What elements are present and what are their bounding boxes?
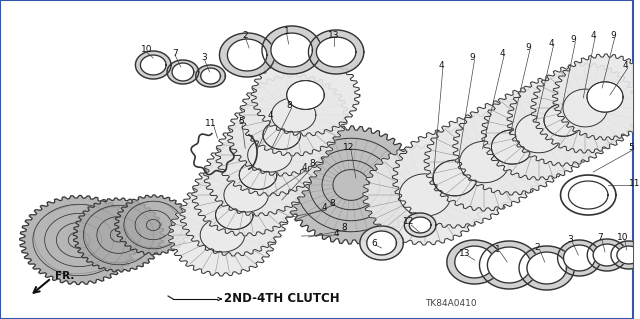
Polygon shape <box>227 94 336 176</box>
Polygon shape <box>424 113 545 211</box>
Polygon shape <box>367 231 396 255</box>
Polygon shape <box>201 68 220 84</box>
Text: 9: 9 <box>610 31 616 40</box>
Text: 8: 8 <box>330 198 335 207</box>
Polygon shape <box>479 241 539 289</box>
Polygon shape <box>563 89 607 127</box>
Text: 4: 4 <box>321 204 327 212</box>
Text: 12: 12 <box>403 218 414 226</box>
Polygon shape <box>168 194 277 276</box>
Polygon shape <box>140 55 166 75</box>
Polygon shape <box>507 74 620 166</box>
Text: 4: 4 <box>499 48 505 57</box>
Text: 3: 3 <box>568 235 573 244</box>
Polygon shape <box>287 81 324 109</box>
Polygon shape <box>433 160 477 196</box>
Text: 13: 13 <box>328 31 340 40</box>
Text: 4: 4 <box>333 228 339 238</box>
Text: 12: 12 <box>343 144 355 152</box>
Text: 4: 4 <box>267 112 273 121</box>
Text: 1: 1 <box>495 246 501 255</box>
Polygon shape <box>239 74 348 156</box>
Polygon shape <box>227 39 267 71</box>
Polygon shape <box>447 240 502 284</box>
Polygon shape <box>216 201 253 229</box>
Polygon shape <box>20 196 138 285</box>
Polygon shape <box>409 217 431 233</box>
Polygon shape <box>587 82 623 112</box>
Polygon shape <box>220 33 275 77</box>
Polygon shape <box>488 247 531 283</box>
Text: 10: 10 <box>141 46 152 55</box>
Polygon shape <box>251 54 360 136</box>
Polygon shape <box>519 246 574 290</box>
Polygon shape <box>527 252 566 284</box>
Text: 5: 5 <box>628 144 634 152</box>
Polygon shape <box>531 63 639 153</box>
Text: 11: 11 <box>205 118 216 128</box>
Polygon shape <box>73 198 164 272</box>
Polygon shape <box>360 226 403 260</box>
Polygon shape <box>492 130 532 164</box>
Polygon shape <box>167 60 198 84</box>
Polygon shape <box>239 160 277 189</box>
Text: 7: 7 <box>597 234 603 242</box>
Polygon shape <box>180 174 289 256</box>
Text: 10: 10 <box>617 234 628 242</box>
Text: 8: 8 <box>341 224 347 233</box>
Polygon shape <box>617 246 640 264</box>
Polygon shape <box>392 128 517 228</box>
Text: 8: 8 <box>310 159 316 167</box>
Text: 3: 3 <box>202 54 207 63</box>
Polygon shape <box>404 213 436 237</box>
Polygon shape <box>544 104 583 136</box>
Polygon shape <box>611 241 640 269</box>
Polygon shape <box>248 138 292 172</box>
Polygon shape <box>557 240 601 276</box>
Polygon shape <box>271 98 316 132</box>
Text: 4: 4 <box>623 62 628 70</box>
Text: 13: 13 <box>459 249 470 257</box>
Text: 4: 4 <box>301 164 307 173</box>
Text: 2: 2 <box>243 31 248 40</box>
Polygon shape <box>172 63 194 81</box>
Polygon shape <box>460 141 509 183</box>
Text: 7: 7 <box>172 48 178 57</box>
Text: 1: 1 <box>284 27 289 36</box>
Text: 8: 8 <box>287 101 292 110</box>
Polygon shape <box>481 86 596 180</box>
Polygon shape <box>115 195 192 255</box>
Polygon shape <box>204 134 312 216</box>
Polygon shape <box>588 239 627 271</box>
Text: 11: 11 <box>629 179 640 188</box>
Polygon shape <box>316 37 356 67</box>
Polygon shape <box>563 245 595 271</box>
Text: 2: 2 <box>534 243 540 253</box>
Polygon shape <box>399 174 451 216</box>
Polygon shape <box>262 26 321 74</box>
Polygon shape <box>452 99 572 195</box>
Polygon shape <box>200 218 244 252</box>
Text: 6: 6 <box>372 239 378 248</box>
Polygon shape <box>136 51 171 79</box>
Text: FR.: FR. <box>56 271 75 281</box>
Polygon shape <box>224 178 268 212</box>
Text: 9: 9 <box>525 43 531 53</box>
Polygon shape <box>552 54 640 140</box>
Polygon shape <box>216 114 324 196</box>
Text: 9: 9 <box>470 54 476 63</box>
Polygon shape <box>308 30 364 74</box>
Text: TK84A0410: TK84A0410 <box>425 299 477 308</box>
Polygon shape <box>593 244 621 266</box>
Text: 5: 5 <box>238 117 244 127</box>
Polygon shape <box>515 113 563 153</box>
Polygon shape <box>363 145 488 245</box>
Polygon shape <box>196 65 225 87</box>
Text: 2ND-4TH CLUTCH: 2ND-4TH CLUTCH <box>225 293 340 306</box>
Text: 4: 4 <box>549 39 554 48</box>
Polygon shape <box>282 126 420 244</box>
Text: 9: 9 <box>570 35 576 44</box>
Polygon shape <box>271 33 312 67</box>
Polygon shape <box>192 154 301 236</box>
